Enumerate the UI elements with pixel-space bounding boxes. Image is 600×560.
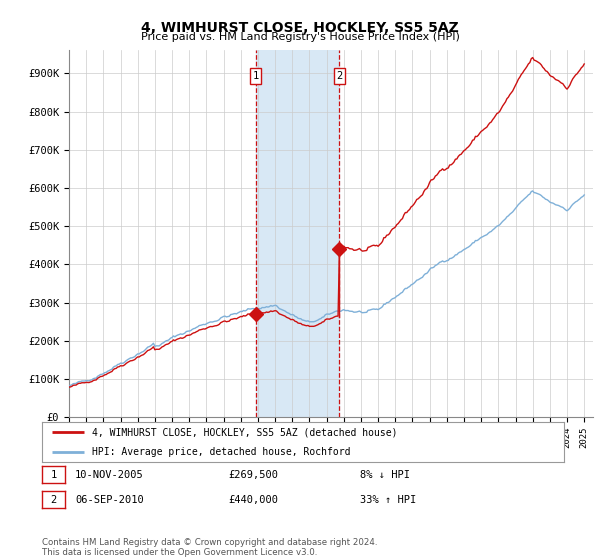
Text: £440,000: £440,000 xyxy=(228,494,278,505)
Text: 4, WIMHURST CLOSE, HOCKLEY, SS5 5AZ: 4, WIMHURST CLOSE, HOCKLEY, SS5 5AZ xyxy=(141,21,459,35)
Text: £269,500: £269,500 xyxy=(228,470,278,480)
Text: 06-SEP-2010: 06-SEP-2010 xyxy=(75,494,144,505)
Text: 1: 1 xyxy=(50,470,56,480)
Text: 1: 1 xyxy=(253,71,259,81)
Text: HPI: Average price, detached house, Rochford: HPI: Average price, detached house, Roch… xyxy=(92,446,350,456)
Text: 4, WIMHURST CLOSE, HOCKLEY, SS5 5AZ (detached house): 4, WIMHURST CLOSE, HOCKLEY, SS5 5AZ (det… xyxy=(92,427,397,437)
Text: 10-NOV-2005: 10-NOV-2005 xyxy=(75,470,144,480)
Text: Contains HM Land Registry data © Crown copyright and database right 2024.
This d: Contains HM Land Registry data © Crown c… xyxy=(42,538,377,557)
Text: Price paid vs. HM Land Registry's House Price Index (HPI): Price paid vs. HM Land Registry's House … xyxy=(140,32,460,43)
Text: 33% ↑ HPI: 33% ↑ HPI xyxy=(360,494,416,505)
Text: 2: 2 xyxy=(337,71,343,81)
Bar xyxy=(256,50,340,417)
Text: 2: 2 xyxy=(50,494,56,505)
Text: 8% ↓ HPI: 8% ↓ HPI xyxy=(360,470,410,480)
